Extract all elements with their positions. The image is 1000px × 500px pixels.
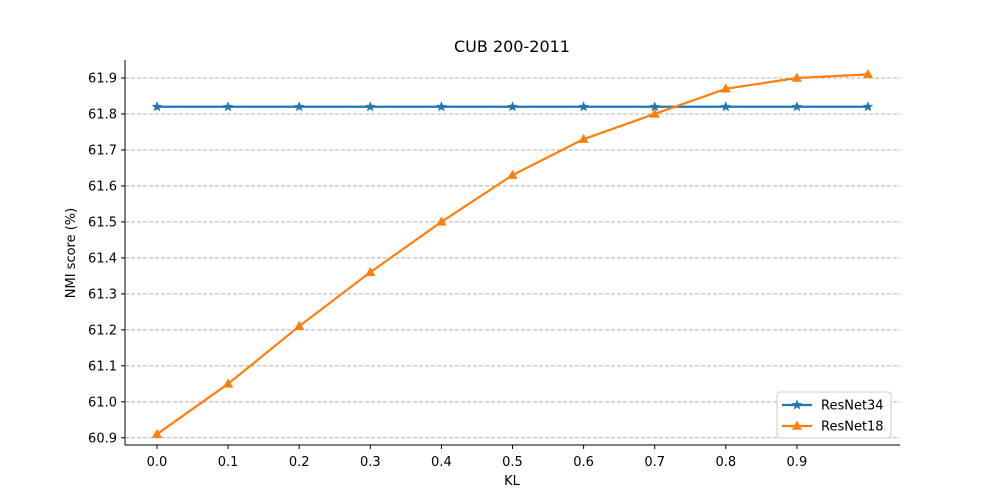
data-point <box>222 378 234 388</box>
y-tick-label: 60.9 <box>88 431 117 446</box>
data-point <box>862 101 874 112</box>
y-tick-label: 61.7 <box>88 143 117 158</box>
x-tick-label: 0.2 <box>289 455 310 470</box>
y-tick-label: 61.6 <box>88 179 117 194</box>
x-tick-label: 0.1 <box>218 455 239 470</box>
data-point <box>151 101 163 112</box>
data-point <box>293 101 305 112</box>
grid-lines <box>125 77 900 439</box>
y-tick-label: 61.8 <box>88 107 117 122</box>
data-point <box>436 216 447 226</box>
series-resnet18 <box>151 68 874 438</box>
x-tick-label: 0.3 <box>360 455 381 470</box>
legend-item: ResNet18 <box>782 420 884 435</box>
data-point <box>791 72 803 82</box>
legend: ResNet34 ResNet18 <box>776 391 892 439</box>
data-point <box>364 101 376 112</box>
y-tick-label: 61.2 <box>88 323 117 338</box>
series-resnet34 <box>151 101 874 112</box>
data-point <box>151 428 163 438</box>
x-tick-label: 0.9 <box>787 455 808 470</box>
data-point <box>507 169 518 179</box>
chart-title: CUB 200-2011 <box>454 37 570 56</box>
data-point <box>578 101 590 112</box>
data-point <box>862 68 874 79</box>
legend-item: ResNet34 <box>782 399 884 414</box>
legend-marker <box>791 399 803 410</box>
x-ticks: 0.0 0.1 0.2 0.3 0.4 0.5 0.6 0.7 0.8 0.9 <box>147 445 808 470</box>
y-tick-label: 61.3 <box>88 287 117 302</box>
legend-label: ResNet18 <box>821 420 884 435</box>
y-tick-label: 61.4 <box>88 251 117 266</box>
data-point <box>720 101 732 112</box>
y-tick-label: 61.0 <box>88 395 117 410</box>
y-tick-label: 61.9 <box>88 71 117 86</box>
data-point <box>294 320 305 331</box>
data-point <box>649 108 660 118</box>
series-layer <box>151 68 874 438</box>
y-ticks: 60.9 61.0 61.1 61.2 61.3 61.4 61.5 61.6 61.7 61.8… <box>88 71 125 446</box>
x-tick-label: 0.6 <box>573 455 594 470</box>
x-tick-label: 0.5 <box>502 455 523 470</box>
x-axis-label: KL <box>504 474 521 489</box>
y-axis-label: NMI score (%) <box>64 208 79 298</box>
y-tick-label: 61.1 <box>88 359 117 374</box>
x-tick-label: 0.0 <box>147 455 168 470</box>
legend-marker <box>791 420 803 430</box>
data-point <box>222 101 234 112</box>
y-tick-label: 61.5 <box>88 215 117 230</box>
x-tick-label: 0.7 <box>644 455 665 470</box>
data-point <box>435 101 447 112</box>
data-point <box>578 133 589 143</box>
legend-label: ResNet34 <box>821 399 884 414</box>
series-line <box>156 73 869 436</box>
axes <box>124 60 900 446</box>
data-point <box>791 101 803 112</box>
x-tick-label: 0.4 <box>431 455 452 470</box>
data-point <box>365 266 376 277</box>
data-point <box>720 83 731 93</box>
x-tick-label: 0.8 <box>715 455 736 470</box>
data-point <box>507 101 518 112</box>
